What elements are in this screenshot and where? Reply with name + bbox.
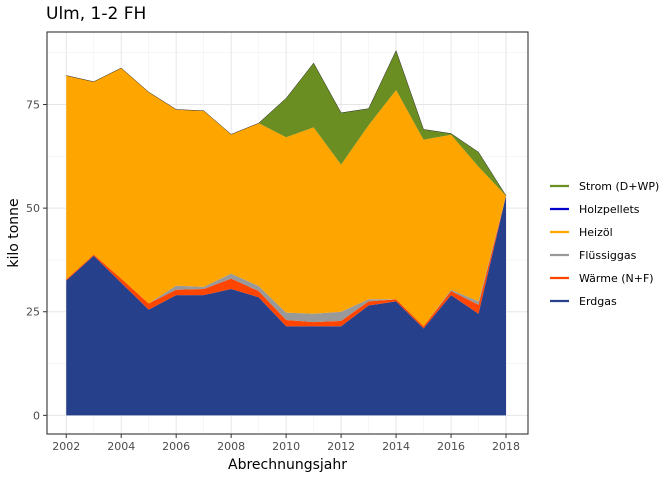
x-tick-label: 2018 <box>492 440 520 453</box>
legend-label-w-rme-n-f: Wärme (N+F) <box>579 272 654 285</box>
y-tick-label: 0 <box>33 409 40 422</box>
x-axis-title: Abrechnungsjahr <box>228 457 347 473</box>
x-tick-label: 2004 <box>107 440 135 453</box>
legend-label-strom-d-wp: Strom (D+WP) <box>579 180 659 193</box>
x-tick-label: 2014 <box>382 440 410 453</box>
x-tick-label: 2006 <box>162 440 190 453</box>
legend-label-holzpellets: Holzpellets <box>579 203 640 216</box>
y-tick-label: 50 <box>26 202 40 215</box>
chart-title: Ulm, 1-2 FH <box>46 4 146 24</box>
stack-top-outline <box>66 49 507 196</box>
panel-border <box>46 31 529 435</box>
legend-label-erdgas: Erdgas <box>579 295 617 308</box>
x-tick-label: 2010 <box>272 440 300 453</box>
y-tick-label: 75 <box>26 99 40 112</box>
area-strom-d-wp <box>66 50 507 196</box>
y-tick-label: 25 <box>26 306 40 319</box>
area-layer <box>66 49 507 416</box>
legend: Strom (D+WP) Holzpellets Heizöl Flüssiggas W… <box>550 180 659 308</box>
area-heiz-l <box>66 68 507 327</box>
legend-label-fl-ssiggas: Flüssiggas <box>579 249 637 262</box>
legend-label-heiz-l: Heizöl <box>579 226 613 239</box>
area-erdgas <box>66 195 507 416</box>
x-tick-label: 2008 <box>217 440 245 453</box>
x-tick-label: 2016 <box>437 440 465 453</box>
x-tick-label: 2012 <box>327 440 355 453</box>
x-tick-label: 2002 <box>52 440 80 453</box>
axis-layer: 2002 2004 2006 2008 2010 2012 2014 2016 2018 0 25 5… <box>26 99 520 453</box>
y-axis-title: kilo tonne <box>6 198 22 267</box>
